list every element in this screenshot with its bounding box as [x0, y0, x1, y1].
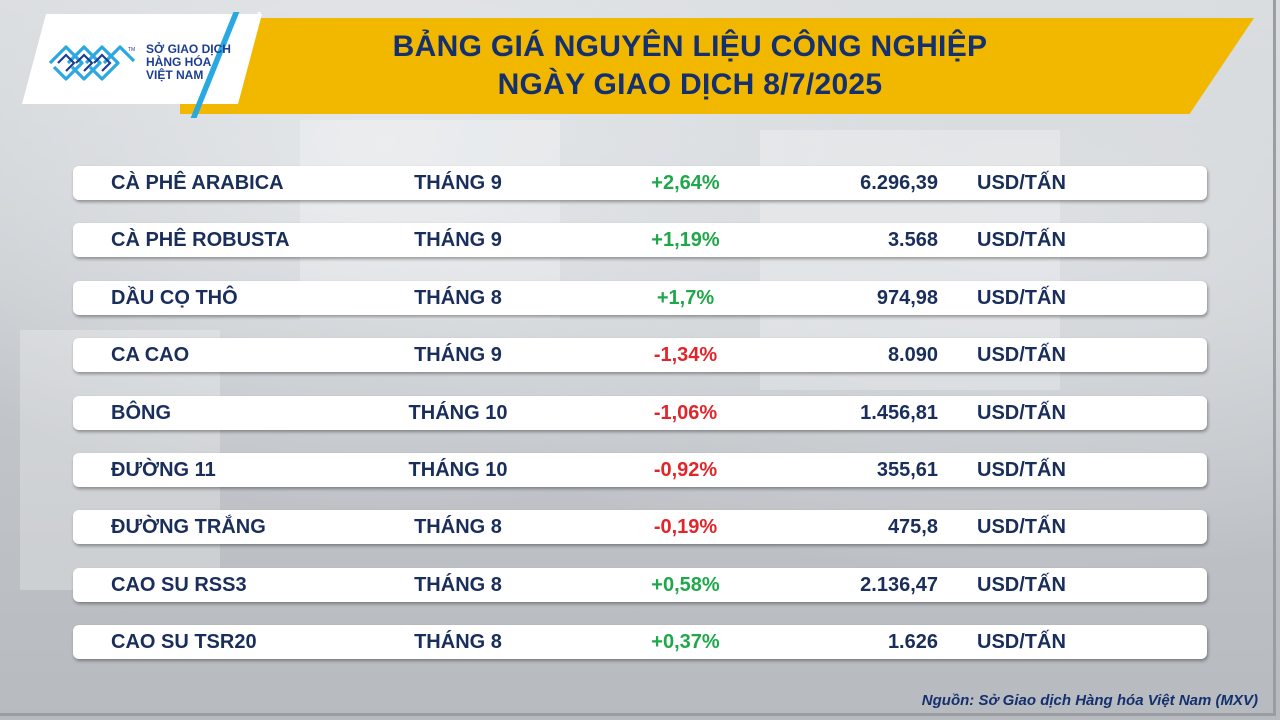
price-unit: USD/TẤN: [977, 172, 1066, 194]
title-line-1: BẢNG GIÁ NGUYÊN LIỆU CÔNG NGHIỆP: [392, 30, 988, 63]
contract-month: THÁNG 9: [414, 344, 502, 366]
price-unit: USD/TẤN: [977, 344, 1066, 366]
price-value: 1.456,81: [860, 402, 938, 424]
price-change: +2,64%: [651, 172, 720, 194]
table-row: CAO SU TSR20 THÁNG 8 +0,37% 1.626 USD/TẤN: [73, 625, 1207, 659]
logo-line-1: SỞ GIAO DỊCH: [146, 42, 231, 56]
price-change: +0,58%: [651, 574, 720, 596]
contract-month: THÁNG 9: [414, 172, 502, 194]
commodity-name: CAO SU TSR20: [111, 631, 257, 653]
commodity-name: CÀ PHÊ ROBUSTA: [111, 229, 290, 251]
title-line-2: NGÀY GIAO DỊCH 8/7/2025: [497, 68, 883, 101]
commodity-name: CA CAO: [111, 344, 190, 366]
logo-line-2: HÀNG HÓA: [146, 55, 212, 69]
price-unit: USD/TẤN: [977, 574, 1066, 596]
price-change: -1,06%: [653, 402, 718, 424]
price-value: 974,98: [876, 287, 938, 309]
logo-wordmark: SỞ GIAO DỊCH HÀNG HÓA VIỆT NAM: [146, 43, 246, 82]
price-change: +1,19%: [651, 229, 720, 251]
commodity-name: CÀ PHÊ ARABICA: [111, 172, 284, 194]
exchange-logo-icon: TM: [48, 45, 135, 81]
contract-month: THÁNG 10: [408, 402, 508, 424]
price-value: 8.090: [887, 344, 938, 366]
contract-month: THÁNG 8: [414, 516, 502, 538]
commodity-name: DẦU CỌ THÔ: [111, 287, 238, 309]
price-value: 3.568: [887, 229, 938, 251]
price-value: 475,8: [887, 516, 938, 538]
contract-month: THÁNG 9: [414, 229, 502, 251]
price-value: 355,61: [876, 459, 938, 481]
table-row: CÀ PHÊ ARABICA THÁNG 9 +2,64% 6.296,39 USD/T…: [73, 166, 1207, 200]
table-row: CÀ PHÊ ROBUSTA THÁNG 9 +1,19% 3.568 USD/TẤN: [73, 223, 1207, 257]
price-value: 2.136,47: [860, 574, 938, 596]
price-change: +1,7%: [656, 287, 715, 309]
source-note: Nguồn: Sở Giao dịch Hàng hóa Việt Nam (M…: [921, 692, 1258, 709]
commodity-name: ĐƯỜNG TRẮNG: [111, 516, 266, 538]
price-change: +0,37%: [651, 631, 720, 653]
price-value: 1.626: [887, 631, 938, 653]
table-row: BÔNG THÁNG 10 -1,06% 1.456,81 USD/TẤN: [73, 396, 1207, 430]
price-change: -0,92%: [653, 459, 718, 481]
trademark-mark: TM: [128, 47, 135, 53]
commodity-name: CAO SU RSS3: [111, 574, 247, 596]
price-unit: USD/TẤN: [977, 402, 1066, 424]
price-value: 6.296,39: [860, 172, 938, 194]
price-change: -0,19%: [653, 516, 718, 538]
table-row: DẦU CỌ THÔ THÁNG 8 +1,7% 974,98 USD/TẤN: [73, 281, 1207, 315]
table-row: CAO SU RSS3 THÁNG 8 +0,58% 2.136,47 USD/TẤN: [73, 568, 1207, 602]
price-change: -1,34%: [653, 344, 718, 366]
price-unit: USD/TẤN: [977, 287, 1066, 309]
table-row: CA CAO THÁNG 9 -1,34% 8.090 USD/TẤN: [73, 338, 1207, 372]
header-banner: [180, 18, 1254, 114]
price-unit: USD/TẤN: [977, 631, 1066, 653]
commodity-name: ĐƯỜNG 11: [111, 459, 216, 481]
table-row: ĐƯỜNG TRẮNG THÁNG 8 -0,19% 475,8 USD/TẤN: [73, 510, 1207, 544]
commodity-name: BÔNG: [111, 402, 171, 424]
contract-month: THÁNG 10: [408, 459, 508, 481]
price-unit: USD/TẤN: [977, 229, 1066, 251]
contract-month: THÁNG 8: [414, 287, 502, 309]
contract-month: THÁNG 8: [414, 631, 502, 653]
logo-line-3: VIỆT NAM: [146, 68, 204, 82]
page-title: BẢNG GIÁ NGUYÊN LIỆU CÔNG NGHIỆP NGÀY GI…: [300, 28, 1080, 104]
price-unit: USD/TẤN: [977, 459, 1066, 481]
price-unit: USD/TẤN: [977, 516, 1066, 538]
contract-month: THÁNG 8: [414, 574, 502, 596]
table-row: ĐƯỜNG 11 THÁNG 10 -0,92% 355,61 USD/TẤN: [73, 453, 1207, 487]
